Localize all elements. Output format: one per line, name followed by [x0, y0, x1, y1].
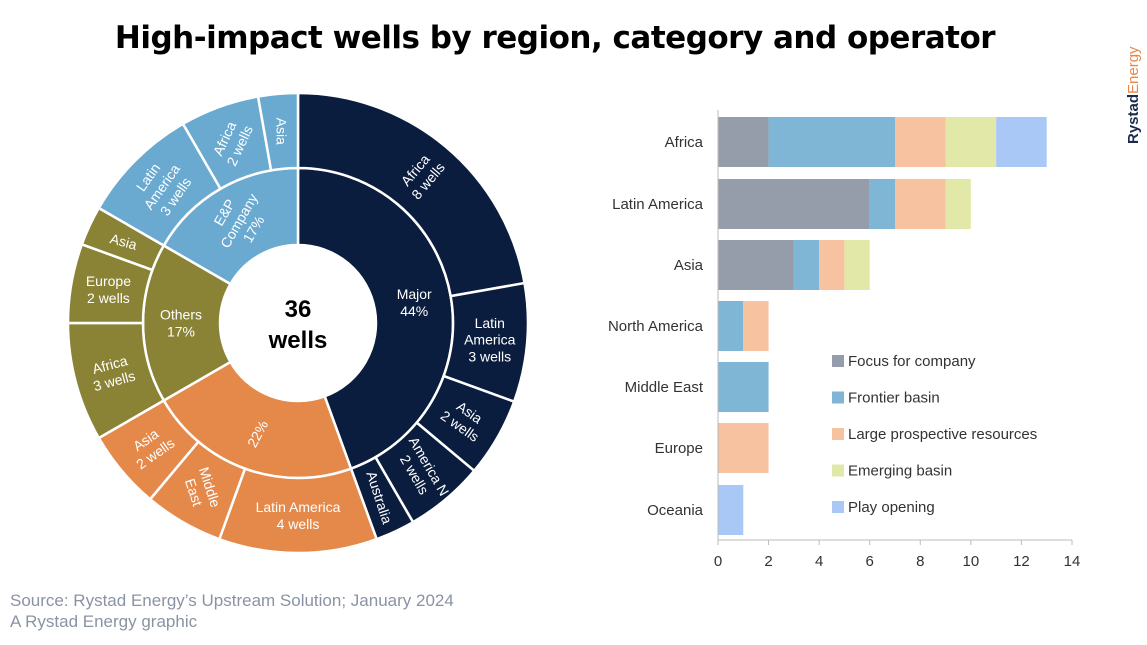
x-tick-label: 12 [1013, 553, 1030, 570]
bar-segment [718, 240, 794, 290]
bar-segment [895, 179, 946, 229]
x-tick-label: 8 [916, 553, 924, 570]
outer-label: LatinAmerica3 wells [127, 151, 197, 222]
outer-label-line: America [464, 332, 516, 348]
bar-segment [945, 179, 971, 229]
outer-label: Europe 2 wells [86, 273, 131, 306]
x-tick-label: 0 [714, 553, 722, 570]
inner-label-line: 44% [400, 303, 428, 319]
chart-title: High-impact wells by region, category an… [114, 20, 996, 56]
bar-segment [718, 117, 769, 167]
inner-label-line: Major [397, 286, 432, 302]
inner-label: Major 44% [397, 286, 432, 319]
source-note: Source: Rystad Energy’s Upstream Solutio… [10, 590, 454, 632]
outer-label-line: 2 wells [87, 290, 130, 306]
bar-segment [945, 117, 997, 167]
outer-label-line: Asia [273, 118, 289, 145]
category-label: Europe [655, 440, 703, 457]
rystad-logo: RystadEnergy [1125, 46, 1142, 144]
category-label: Oceania [647, 502, 704, 519]
bar-segment [895, 117, 946, 167]
inner-label-line: Others [160, 307, 202, 323]
legend-label: Emerging basin [848, 463, 952, 480]
category-label: Asia [674, 257, 704, 274]
bar-segment [996, 117, 1047, 167]
outer-label-line: 3 wells [468, 348, 511, 364]
category-label: Africa [665, 134, 704, 151]
x-tick-label: 4 [815, 553, 823, 570]
legend-swatch [832, 355, 844, 367]
bar-segment [718, 179, 870, 229]
legend-label: Focus for company [848, 353, 976, 370]
outer-label: Latin America 4 wells [256, 499, 341, 532]
outer-label: Asia [273, 118, 289, 145]
outer-label-line: Asia [108, 230, 139, 253]
outer-label-line: Latin America [256, 499, 341, 515]
bar-segment [718, 301, 744, 351]
legend-swatch [832, 464, 844, 477]
bar-segment [718, 362, 769, 412]
bar-segment [819, 240, 845, 290]
legend-swatch [832, 428, 844, 440]
legend-label: Frontier basin [848, 390, 940, 407]
bar-segment [844, 240, 870, 290]
inner-label: Others 17% [160, 307, 202, 340]
legend-swatch [832, 501, 844, 513]
bar-segment [718, 485, 744, 535]
x-tick-label: 2 [764, 553, 772, 570]
bar-segment [869, 179, 895, 229]
x-tick-label: 10 [963, 553, 980, 570]
sunburst-chart: Major 44%22%Others 17%E&PCompany17%Africa8… [66, 91, 530, 555]
legend-label: Large prospective resources [848, 426, 1037, 443]
outer-label-line: 4 wells [277, 516, 320, 532]
outer-segment [256, 91, 300, 172]
logo-part2: Energy [1125, 46, 1142, 94]
outer-label-line: Europe [86, 273, 131, 289]
legend-swatch [832, 391, 844, 404]
center-unit: wells [268, 327, 328, 354]
bar-segment [793, 240, 820, 290]
category-label: North America [608, 318, 704, 335]
center-count: 36 [285, 296, 312, 323]
credit-line: A Rystad Energy graphic [10, 612, 198, 631]
bar-segment [718, 423, 769, 473]
bar-segment [743, 301, 769, 351]
inner-label-line: 17% [167, 323, 195, 339]
svg-text:RystadEnergy: RystadEnergy [1125, 46, 1142, 144]
x-tick-label: 6 [866, 553, 874, 570]
category-label: Middle East [625, 379, 704, 396]
x-tick-label: 14 [1064, 553, 1081, 570]
outer-label: Asia [108, 230, 139, 253]
bar-segment [768, 117, 895, 167]
source-line: Source: Rystad Energy’s Upstream Solutio… [10, 591, 454, 610]
outer-segment [296, 91, 526, 298]
logo-part1: Rystad [1125, 94, 1142, 144]
category-label: Latin America [612, 196, 704, 213]
outer-label-line: Latin [475, 315, 505, 331]
legend-label: Play opening [848, 499, 935, 516]
